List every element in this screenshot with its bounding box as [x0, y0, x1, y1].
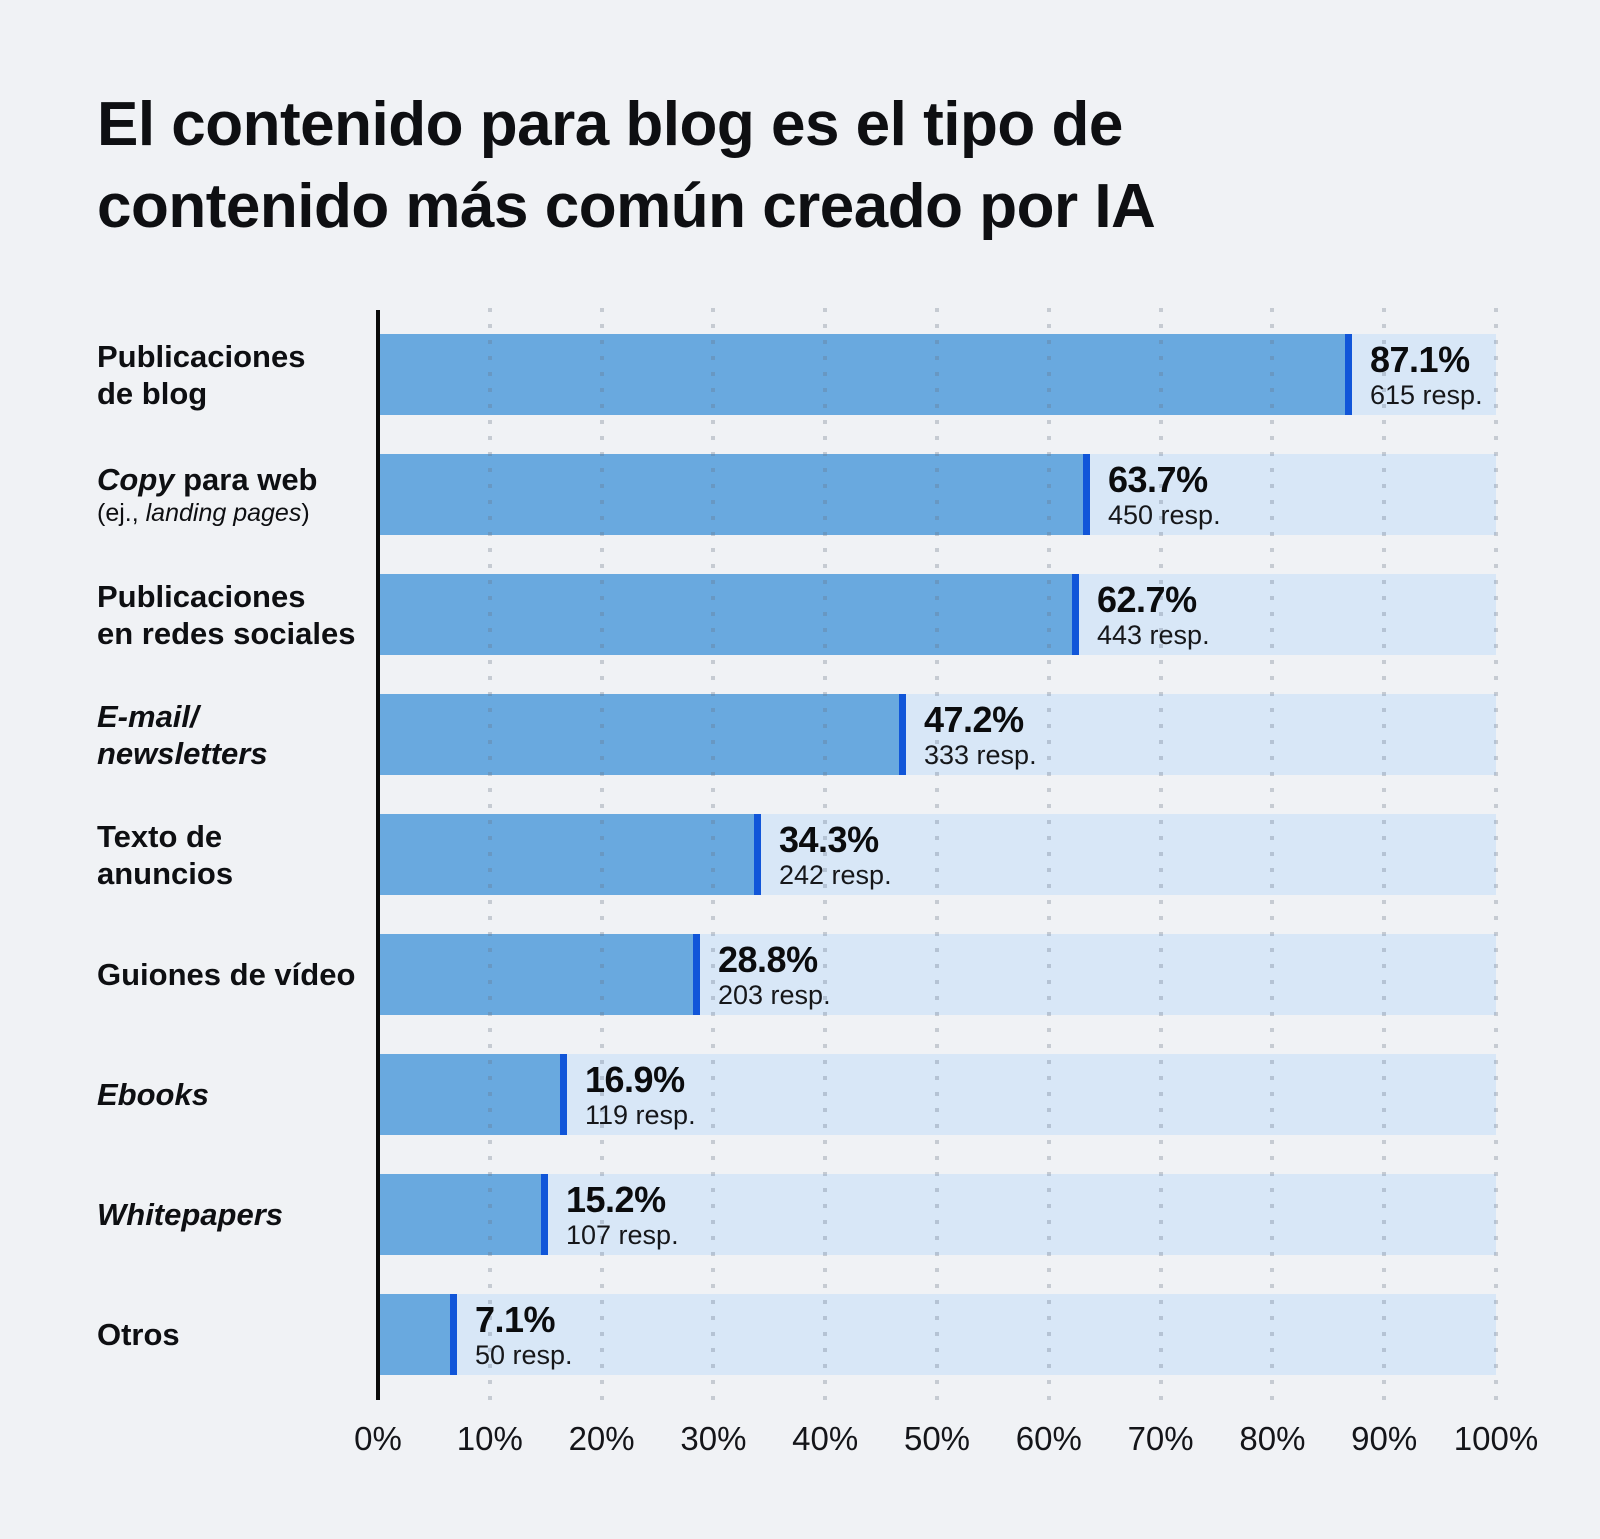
bar-track — [378, 934, 1496, 1015]
responses-label: 242 resp. — [779, 859, 892, 890]
gridline — [935, 308, 939, 1402]
bar-cap — [541, 1174, 548, 1255]
value-percent-label: 15.2% — [566, 1178, 666, 1220]
x-axis-tick-label: 30% — [680, 1420, 747, 1457]
responses-label: 119 resp. — [585, 1099, 696, 1130]
bar-track — [378, 1174, 1496, 1255]
chart-title: El contenido para blog es el tipo de con… — [97, 84, 1156, 248]
x-axis-tick-label: 100% — [1453, 1420, 1539, 1457]
value-percent-label: 47.2% — [924, 698, 1024, 740]
x-axis-tick-label: 10% — [456, 1420, 523, 1457]
chart-title-line-1: El contenido para blog es el tipo de — [97, 90, 1123, 159]
bar-track — [378, 334, 1496, 415]
responses-label: 450 resp. — [1108, 499, 1221, 530]
value-label-group: 7.1% 50 resp. — [475, 1294, 573, 1375]
bar-cap — [560, 1054, 567, 1135]
responses-label: 50 resp. — [475, 1339, 573, 1370]
bar-fill — [378, 694, 906, 775]
value-label-group: 16.9% 119 resp. — [585, 1054, 696, 1135]
category-label: Whitepapers — [97, 1197, 284, 1232]
responses-label: 203 resp. — [718, 979, 831, 1010]
bar-fill — [378, 814, 761, 895]
value-label-group: 63.7% 450 resp. — [1108, 454, 1221, 535]
gridline — [1158, 308, 1163, 1402]
value-percent-label: 16.9% — [585, 1058, 685, 1100]
bar-fill — [378, 574, 1079, 655]
category-label: Guiones de vídeo — [97, 957, 356, 992]
value-label-group: 15.2% 107 resp. — [566, 1174, 679, 1255]
value-percent-label: 7.1% — [475, 1298, 556, 1340]
responses-label: 333 resp. — [924, 739, 1037, 770]
bar-fill — [378, 1054, 567, 1135]
category-label: Publicaciones en redes sociales — [97, 578, 356, 651]
x-axis-tick-label: 40% — [792, 1420, 859, 1457]
x-axis-tick-label: 70% — [1127, 1420, 1194, 1457]
bar-cap — [1072, 574, 1079, 655]
bar-fill — [378, 334, 1352, 415]
category-label: Texto de anuncios — [97, 818, 234, 891]
bar-fill — [378, 454, 1090, 535]
x-axis-tick-label: 80% — [1239, 1420, 1306, 1457]
chart-title-line-2: contenido más común creado por IA — [97, 172, 1156, 241]
value-label-group: 62.7% 443 resp. — [1097, 574, 1210, 655]
x-axis-tick-label: 60% — [1015, 1420, 1082, 1457]
category-label: Ebooks — [97, 1077, 209, 1112]
gridline — [1046, 308, 1051, 1402]
gridline — [599, 308, 604, 1402]
gridline — [823, 308, 828, 1402]
bar-track — [378, 454, 1496, 535]
x-axis-tick-label: 50% — [903, 1420, 971, 1457]
value-label-group: 34.3% 242 resp. — [779, 814, 892, 895]
responses-label: 615 resp. — [1370, 379, 1483, 410]
value-percent-label: 34.3% — [779, 818, 879, 860]
bar-cap — [450, 1294, 457, 1375]
category-label: E-mail/newsletters — [97, 698, 268, 771]
x-axis-tick-label: 90% — [1351, 1420, 1418, 1457]
value-percent-label: 62.7% — [1097, 578, 1197, 620]
bar-fill — [378, 1294, 457, 1375]
bar-track — [378, 574, 1496, 655]
value-percent-label: 63.7% — [1108, 458, 1208, 500]
bar-fill — [378, 1174, 548, 1255]
bar-cap — [693, 934, 700, 1015]
x-axis-tick-label: 0% — [354, 1420, 402, 1457]
bar-cap — [754, 814, 761, 895]
gridline — [487, 308, 492, 1402]
bar-track — [378, 694, 1496, 775]
category-label: Publicaciones de blog — [97, 338, 306, 411]
x-axis-tick-label: 20% — [568, 1420, 635, 1457]
bar-cap — [899, 694, 906, 775]
value-label-group: 87.1% 615 resp. — [1370, 334, 1483, 415]
bar-cap — [1345, 334, 1352, 415]
bar-track — [378, 1054, 1496, 1135]
value-percent-label: 87.1% — [1370, 338, 1470, 380]
bar-track — [378, 1294, 1496, 1375]
gridline — [1270, 308, 1275, 1402]
responses-label: 443 resp. — [1097, 619, 1210, 650]
responses-label: 107 resp. — [566, 1219, 679, 1250]
bar-fill — [378, 934, 700, 1015]
value-percent-label: 28.8% — [718, 938, 818, 980]
y-axis-line — [376, 310, 380, 1400]
gridline — [1494, 308, 1498, 1402]
bar-cap — [1083, 454, 1090, 535]
category-label: Copy para web (ej., landing pages) — [97, 461, 318, 527]
value-label-group: 47.2% 333 resp. — [924, 694, 1037, 775]
gridline — [711, 308, 716, 1402]
gridline — [1382, 308, 1387, 1402]
category-label: Otros — [97, 1317, 180, 1352]
value-label-group: 28.8% 203 resp. — [718, 934, 831, 1015]
bar-track — [378, 814, 1496, 895]
